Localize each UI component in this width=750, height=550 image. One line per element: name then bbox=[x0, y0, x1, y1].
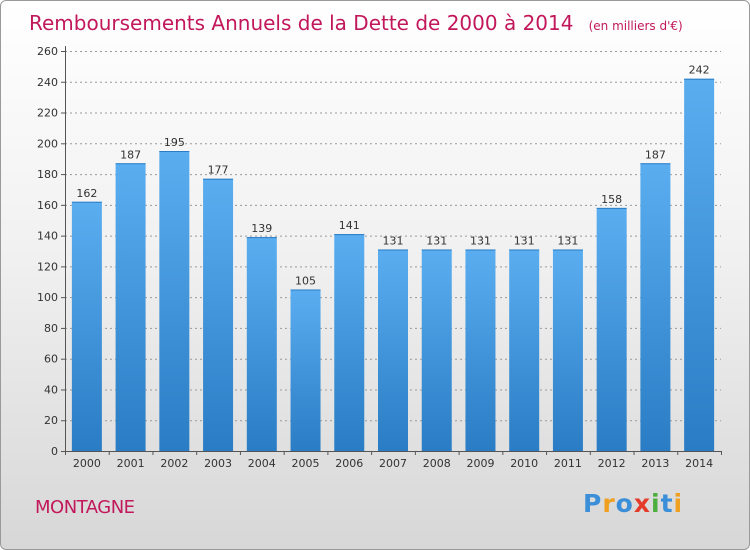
y-tick-label: 100 bbox=[37, 291, 58, 304]
commune-name: MONTAGNE bbox=[35, 497, 135, 518]
x-tick-labels: 2000 2001 2002 2003 2004 2005 2006 2007 2008 2009… bbox=[73, 457, 713, 470]
x-tick-label: 2004 bbox=[248, 457, 276, 470]
y-tick-label: 180 bbox=[37, 168, 58, 181]
logo-letter: t bbox=[660, 489, 674, 518]
logo-letter: i bbox=[673, 489, 684, 518]
chart-title-group: Remboursements Annuels de la Dette de 20… bbox=[29, 11, 683, 35]
data-label: 139 bbox=[251, 222, 272, 235]
bar bbox=[159, 151, 190, 451]
bar bbox=[552, 249, 583, 451]
chart-unit: (en milliers d'€) bbox=[589, 19, 683, 33]
bar bbox=[71, 201, 102, 451]
chart-title: Remboursements Annuels de la Dette de 20… bbox=[29, 11, 573, 35]
bar bbox=[684, 78, 715, 451]
data-label: 162 bbox=[76, 187, 97, 200]
y-tick-label: 220 bbox=[37, 107, 58, 120]
logo-letter: P bbox=[583, 489, 603, 518]
data-label: 131 bbox=[383, 234, 404, 247]
bar bbox=[290, 289, 321, 451]
bars bbox=[71, 78, 715, 452]
x-tick-label: 2007 bbox=[379, 457, 407, 470]
data-label: 177 bbox=[208, 164, 229, 177]
logo-letter: r bbox=[602, 489, 616, 518]
data-label: 187 bbox=[120, 148, 141, 161]
x-tick-label: 2005 bbox=[292, 457, 320, 470]
data-label: 131 bbox=[426, 234, 447, 247]
x-tick-label: 2002 bbox=[160, 457, 188, 470]
x-tick-label: 2003 bbox=[204, 457, 232, 470]
y-tick-labels: 0 20 40 60 80 100 120 140 160 180 200 220 240 260 bbox=[37, 45, 58, 458]
x-tick-label: 2009 bbox=[466, 457, 494, 470]
bar bbox=[246, 237, 277, 451]
y-tick-label: 60 bbox=[44, 353, 58, 366]
y-tick-label: 20 bbox=[44, 414, 58, 427]
y-tick-label: 160 bbox=[37, 199, 58, 212]
logo-letter: x bbox=[633, 489, 651, 518]
data-label: 131 bbox=[514, 234, 535, 247]
axes bbox=[61, 46, 722, 455]
x-tick-label: 2010 bbox=[510, 457, 538, 470]
data-label: 242 bbox=[689, 64, 710, 77]
y-tick-label: 0 bbox=[51, 445, 58, 458]
x-tick-label: 2011 bbox=[554, 457, 582, 470]
data-labels: 162 187 195 177 139 105 141 131 131 131 131 131 158 1… bbox=[76, 64, 709, 288]
x-tick-label: 2006 bbox=[335, 457, 363, 470]
x-tick-label: 2013 bbox=[641, 457, 669, 470]
y-tick-label: 200 bbox=[37, 137, 58, 150]
x-tick-label: 2001 bbox=[117, 457, 145, 470]
bar bbox=[378, 249, 408, 451]
y-tick-label: 120 bbox=[37, 260, 58, 273]
x-tick-label: 2000 bbox=[73, 457, 101, 470]
data-label: 195 bbox=[164, 136, 185, 149]
data-label: 187 bbox=[645, 148, 666, 161]
data-label: 158 bbox=[601, 193, 622, 206]
bar bbox=[509, 249, 540, 451]
x-tick-label: 2014 bbox=[685, 457, 713, 470]
data-label: 141 bbox=[339, 219, 360, 232]
bar bbox=[596, 207, 627, 451]
x-tick-label: 2008 bbox=[423, 457, 451, 470]
bar bbox=[640, 163, 671, 452]
logo-letter: o bbox=[615, 489, 634, 518]
x-tick-label: 2012 bbox=[598, 457, 626, 470]
bar bbox=[334, 234, 365, 451]
bar bbox=[421, 249, 452, 451]
data-label: 131 bbox=[557, 234, 578, 247]
logo-letter: i bbox=[651, 489, 661, 518]
data-label: 105 bbox=[295, 274, 316, 287]
proxiti-logo: Proxiti bbox=[583, 489, 683, 518]
bar bbox=[465, 249, 496, 451]
bar bbox=[115, 163, 146, 452]
data-label: 131 bbox=[470, 234, 491, 247]
y-tick-label: 240 bbox=[37, 76, 58, 89]
y-tick-label: 40 bbox=[44, 383, 58, 396]
bar bbox=[203, 178, 234, 451]
y-tick-label: 80 bbox=[44, 322, 58, 335]
y-tick-label: 140 bbox=[37, 230, 58, 243]
y-tick-label: 260 bbox=[37, 45, 58, 58]
